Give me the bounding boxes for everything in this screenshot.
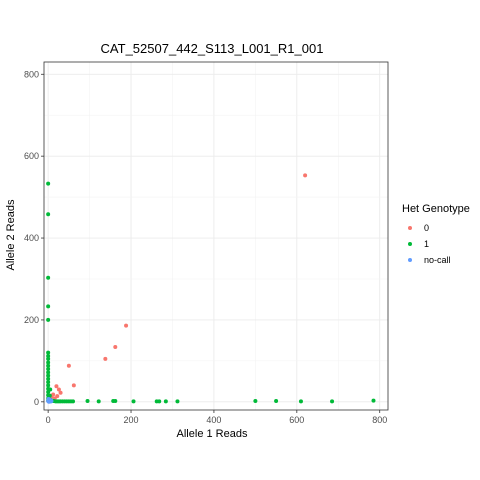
- axes: 0 200 400 600 800 0 200 400 600 800: [24, 69, 387, 425]
- y-tick-label: 600: [24, 151, 39, 161]
- y-axis-label: Allele 2 Reads: [5, 199, 17, 270]
- data-point: [71, 383, 76, 388]
- data-point: [157, 399, 162, 404]
- data-point: [58, 390, 63, 395]
- x-tick-label: 600: [289, 415, 304, 425]
- data-point: [46, 212, 51, 217]
- data-point: [46, 370, 51, 375]
- panel-border: [43, 61, 389, 411]
- data-point: [46, 383, 51, 388]
- plot-panel: [44, 62, 388, 410]
- data-point: [46, 360, 51, 365]
- data-point: [46, 317, 51, 322]
- data-point: [46, 356, 51, 361]
- data-point: [46, 181, 51, 186]
- data-point: [253, 398, 258, 403]
- data-point: [330, 399, 335, 404]
- y-tick-label: 0: [34, 397, 39, 407]
- data-point: [55, 394, 60, 399]
- data-point: [303, 173, 308, 178]
- data-point: [48, 387, 53, 392]
- chart-title: CAT_52507_442_S113_L001_R1_001: [101, 41, 324, 56]
- data-point: [175, 399, 180, 404]
- data-point: [56, 387, 61, 392]
- data-points: [46, 173, 376, 404]
- legend-item-label: no-call: [424, 255, 451, 265]
- data-point: [371, 398, 376, 403]
- data-point: [298, 399, 303, 404]
- data-point: [49, 398, 54, 403]
- data-point: [131, 399, 136, 404]
- data-point: [274, 398, 279, 403]
- legend-key: [408, 226, 412, 230]
- data-point: [46, 350, 51, 355]
- x-tick-label: 200: [124, 415, 139, 425]
- data-point: [46, 304, 51, 309]
- panel-background: [44, 62, 388, 410]
- legend-key: [408, 258, 412, 262]
- x-tick-label: 800: [372, 415, 387, 425]
- legend-key: [408, 242, 412, 246]
- x-tick-label: 0: [46, 415, 51, 425]
- x-axis-label: Allele 1 Reads: [177, 428, 248, 440]
- data-point: [46, 380, 51, 385]
- data-point: [46, 363, 51, 368]
- data-point: [85, 398, 90, 403]
- data-point: [46, 373, 51, 378]
- x-tick-label: 400: [206, 415, 221, 425]
- data-point: [113, 398, 118, 403]
- data-point: [47, 393, 52, 398]
- data-point: [46, 367, 51, 372]
- y-tick-label: 800: [24, 69, 39, 79]
- data-point: [46, 376, 51, 381]
- data-point: [46, 353, 51, 358]
- data-point: [46, 275, 51, 280]
- data-point: [124, 323, 129, 328]
- data-point: [66, 363, 71, 368]
- y-tick-label: 200: [24, 315, 39, 325]
- y-tick-label: 400: [24, 233, 39, 243]
- legend-item-label: 1: [424, 239, 429, 249]
- data-point: [163, 399, 168, 404]
- data-point: [71, 399, 76, 404]
- legend-item-label: 0: [424, 223, 429, 233]
- legend: Het Genotype 0 1 no-call: [402, 203, 470, 265]
- data-point: [46, 396, 51, 401]
- data-point: [113, 344, 118, 349]
- data-point: [96, 399, 101, 404]
- data-point: [103, 356, 108, 361]
- data-point: [54, 384, 59, 389]
- legend-title: Het Genotype: [402, 203, 470, 215]
